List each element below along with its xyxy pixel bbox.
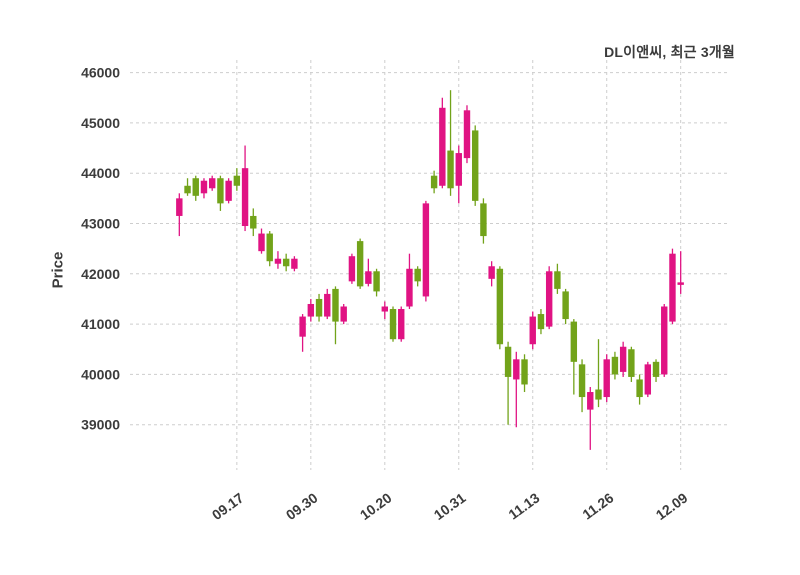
candle-body [677, 282, 684, 285]
x-tick-label: 09.17 [209, 489, 247, 523]
y-tick-label: 39000 [81, 417, 120, 433]
candle-body [644, 364, 652, 395]
candle-body [332, 288, 339, 322]
candle-body [340, 306, 347, 322]
candle-body [661, 306, 668, 375]
candle-body [307, 303, 315, 317]
candle-body [414, 268, 421, 282]
y-tick-label: 40000 [81, 366, 120, 382]
candle-body [439, 107, 446, 186]
candle-body [669, 253, 676, 322]
candle-body [192, 178, 199, 196]
candle-body [463, 110, 471, 159]
candle-body [529, 316, 536, 345]
candle-body [562, 291, 569, 320]
candle-body [291, 258, 298, 269]
candle-body [217, 178, 224, 204]
candle-body [324, 293, 331, 317]
candle-body [504, 346, 512, 377]
candle-body [545, 271, 553, 327]
candle-body [537, 314, 545, 330]
x-tick-label: 09.30 [283, 489, 321, 523]
candle-body [398, 309, 405, 340]
candle-body [241, 168, 249, 227]
x-tick-label: 11.13 [505, 489, 542, 522]
candle-body [619, 346, 627, 372]
candle-body [389, 309, 397, 340]
candle-body [299, 316, 306, 337]
candle-body [595, 389, 602, 400]
candle-body [250, 215, 257, 229]
candle-body [315, 298, 323, 317]
y-tick-label: 41000 [81, 316, 120, 332]
candle-body [447, 150, 454, 189]
candle-body [266, 233, 273, 262]
candle-body [381, 306, 388, 312]
candle-body [455, 153, 462, 186]
candle-body [258, 233, 265, 252]
candle-body [480, 203, 487, 237]
candle-body [570, 321, 578, 362]
x-tick-label: 12.09 [653, 489, 691, 523]
y-tick-label: 43000 [81, 215, 120, 231]
candle-body [603, 359, 610, 398]
candle-body [472, 130, 479, 201]
candle-body [373, 271, 380, 292]
candle-body [430, 175, 438, 189]
y-tick-label: 46000 [81, 65, 120, 81]
candle-body [422, 203, 430, 297]
chart-title: DL이앤씨, 최근 3개월 [604, 44, 735, 60]
candle-body [578, 364, 586, 398]
candle-body [348, 256, 356, 282]
y-tick-label: 45000 [81, 115, 120, 131]
y-tick-label: 42000 [81, 266, 120, 282]
candle-body [200, 180, 208, 194]
candle-body [356, 241, 364, 287]
candle-body [521, 359, 528, 385]
candle-body [611, 356, 619, 375]
candle-body [406, 268, 413, 307]
candle-body [365, 271, 372, 284]
candle-body [496, 268, 504, 345]
candle-body [488, 266, 495, 279]
candle-body [652, 361, 660, 377]
x-tick-label: 11.26 [579, 489, 616, 522]
candle-body [208, 178, 216, 189]
candle-body [554, 271, 561, 289]
candle-body [282, 258, 290, 267]
candle-body [628, 349, 635, 377]
candle-body [225, 180, 232, 201]
candle-body [587, 392, 594, 410]
y-tick-label: 44000 [81, 165, 120, 181]
candle-body [233, 175, 241, 186]
candle-body [184, 185, 191, 194]
x-tick-label: 10.20 [357, 489, 395, 523]
x-tick-label: 10.31 [431, 489, 469, 523]
candle-body [176, 198, 183, 216]
candle-body [274, 258, 282, 264]
candle-body [513, 359, 520, 380]
candle-body [636, 379, 643, 398]
